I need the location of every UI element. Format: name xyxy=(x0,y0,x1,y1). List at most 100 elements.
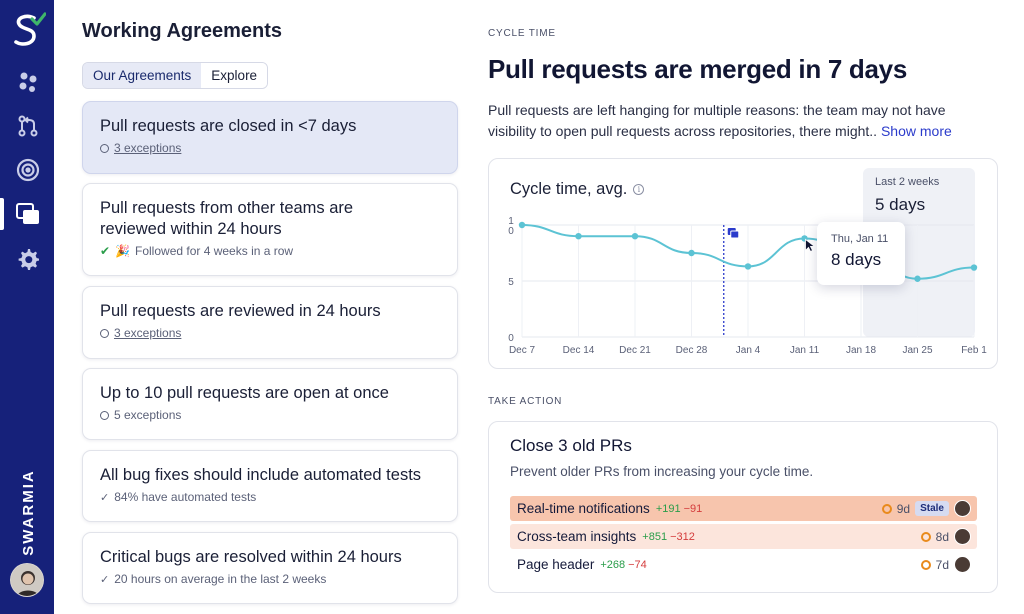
gear-icon[interactable] xyxy=(14,245,42,273)
x-tick-label: Dec 7 xyxy=(509,345,536,356)
agreement-status: 3 exceptions xyxy=(100,326,441,340)
x-tick-label: Dec 14 xyxy=(563,345,595,356)
circle-icon xyxy=(100,328,109,338)
data-point xyxy=(914,275,921,282)
agreement-card[interactable]: All bug fixes should include automated t… xyxy=(82,450,458,522)
pr-meta: 9d Stale xyxy=(881,496,971,521)
author-avatar xyxy=(954,500,971,517)
author-avatar xyxy=(954,528,971,545)
pr-meta: 7d xyxy=(920,552,971,577)
party-icon: 🎉 xyxy=(115,244,131,258)
section-eyebrow: CYCLE TIME xyxy=(488,28,556,39)
check-icon: ✔ xyxy=(100,244,111,258)
tab-our-agreements[interactable]: Our Agreements xyxy=(83,63,202,88)
action-description: Prevent older PRs from increasing your c… xyxy=(510,464,814,479)
data-point xyxy=(744,263,752,270)
author-avatar xyxy=(954,556,971,573)
pull-request-icon[interactable] xyxy=(14,112,42,140)
tooltip-value: 8 days xyxy=(831,250,882,269)
agreements-tabs: Our Agreements Explore xyxy=(82,62,269,89)
avatar[interactable] xyxy=(10,563,44,597)
pr-age: 9d xyxy=(896,501,911,516)
info-icon[interactable]: i xyxy=(633,184,645,195)
data-point xyxy=(970,264,978,271)
stale-badge: Stale xyxy=(915,501,949,516)
x-tick-label: Jan 11 xyxy=(790,345,820,356)
x-tick-label: Jan 4 xyxy=(736,345,761,356)
detail-description: Pull requests are left hanging for multi… xyxy=(488,102,952,139)
agreement-card[interactable]: Pull requests from other teams are revie… xyxy=(82,183,458,276)
exceptions-link[interactable]: 3 exceptions xyxy=(114,326,182,340)
data-point xyxy=(518,221,526,229)
x-tick-label: Feb 1 xyxy=(961,345,987,356)
agreement-status: 5 exceptions xyxy=(100,408,441,422)
pr-row[interactable]: Real-time notifications +191 −91 9d Stal… xyxy=(510,496,977,521)
age-ring-icon xyxy=(920,559,931,570)
chart-title: Cycle time, avg. i xyxy=(510,180,645,199)
circle-icon xyxy=(100,143,109,153)
cards-icon[interactable] xyxy=(14,200,42,228)
data-point xyxy=(631,233,639,240)
agreement-status: ✓ 84% have automated tests xyxy=(100,490,257,504)
detail-headline: Pull requests are merged in 7 days xyxy=(488,54,907,84)
pr-deletions: −91 xyxy=(683,502,703,515)
y-tick-label: 5 xyxy=(508,277,514,288)
pr-name: Cross-team insights xyxy=(517,529,637,544)
take-action-card: Close 3 old PRs Prevent older PRs from i… xyxy=(488,421,998,593)
agreement-status: ✔ 🎉 Followed for 4 weeks in a row xyxy=(100,244,294,258)
exceptions-link[interactable]: 3 exceptions xyxy=(114,141,182,155)
brand-wordmark: SWARMIA xyxy=(19,468,37,556)
x-tick-label: Dec 21 xyxy=(619,345,651,356)
sidebar: SWARMIA xyxy=(0,0,54,614)
agreement-card[interactable]: Pull requests are reviewed in 24 hours 3… xyxy=(82,286,458,359)
x-tick-label: Dec 28 xyxy=(676,345,708,356)
chart-tooltip: Thu, Jan 11 8 days xyxy=(817,222,905,285)
data-point xyxy=(575,233,582,240)
pr-additions: +851 xyxy=(642,530,668,543)
check-icon: ✓ xyxy=(100,491,110,504)
agreement-card[interactable]: Up to 10 pull requests are open at once … xyxy=(82,368,458,440)
take-action-eyebrow: TAKE ACTION xyxy=(488,396,563,407)
agreement-title: Critical bugs are resolved within 24 hou… xyxy=(100,548,402,566)
agreement-status: 3 exceptions xyxy=(100,141,441,155)
x-tick-label: Jan 18 xyxy=(846,345,876,356)
agreement-title: Up to 10 pull requests are open at once xyxy=(100,384,389,402)
action-title: Close 3 old PRs xyxy=(510,436,632,455)
check-icon: ✓ xyxy=(100,573,110,586)
cycle-time-chart: Last 2 weeks 5 days Cycle time, avg. i 1… xyxy=(488,158,998,369)
cluster-icon[interactable] xyxy=(14,68,42,96)
circle-icon xyxy=(100,410,109,420)
pr-age: 8d xyxy=(935,529,949,544)
pr-deletions: −74 xyxy=(628,558,647,571)
page-title: Working Agreements xyxy=(82,20,283,42)
range-value: 5 days xyxy=(875,195,926,214)
pr-name: Real-time notifications xyxy=(517,501,650,516)
pr-row[interactable]: Page header +268 −74 7d xyxy=(510,552,977,577)
pr-row[interactable]: Cross-team insights +851 −312 8d xyxy=(510,524,977,549)
cursor-icon xyxy=(805,238,816,252)
data-point xyxy=(688,249,695,257)
pr-meta: 8d xyxy=(920,524,971,549)
agreement-title: Pull requests are reviewed in 24 hours xyxy=(100,302,381,320)
range-label: Last 2 weeks xyxy=(875,176,940,188)
agreement-title: Pull requests from other teams are revie… xyxy=(100,199,354,238)
y-tick-label: 0 xyxy=(508,333,514,344)
sidebar-active-indicator xyxy=(0,198,4,230)
swarmia-logo-icon[interactable] xyxy=(12,12,47,50)
x-tick-label: Jan 25 xyxy=(902,345,932,356)
agreement-card[interactable]: Critical bugs are resolved within 24 hou… xyxy=(82,532,458,604)
agreement-title: Pull requests are closed in <7 days xyxy=(100,117,357,135)
age-ring-icon xyxy=(920,531,931,542)
tab-explore[interactable]: Explore xyxy=(201,63,268,88)
pr-deletions: −312 xyxy=(670,530,695,543)
show-more-link[interactable]: Show more xyxy=(880,122,952,139)
target-icon[interactable] xyxy=(14,156,42,184)
pr-name: Page header xyxy=(517,557,595,572)
agreement-card[interactable]: Pull requests are closed in <7 days 3 ex… xyxy=(82,101,458,174)
agreement-status: ✓ 20 hours on average in the last 2 week… xyxy=(100,572,327,586)
annotation-pr-icon xyxy=(727,228,740,239)
pr-additions: +268 xyxy=(600,558,626,571)
pr-additions: +191 xyxy=(655,502,681,515)
tooltip-date: Thu, Jan 11 xyxy=(831,233,889,245)
